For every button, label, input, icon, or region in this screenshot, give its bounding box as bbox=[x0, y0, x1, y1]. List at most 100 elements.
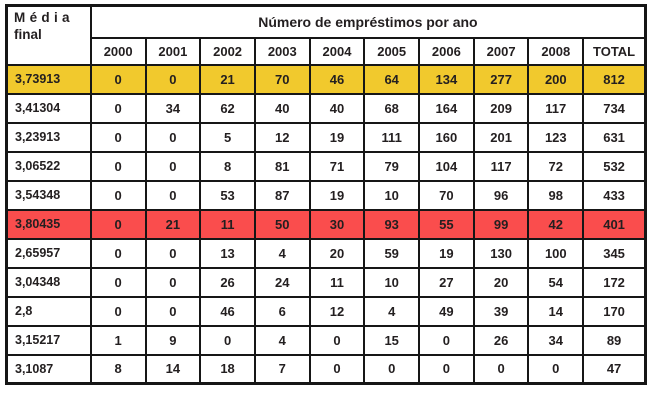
year-value-cell: 0 bbox=[89, 237, 147, 269]
year-value-cell: 12 bbox=[308, 295, 366, 327]
media-final-header-line2: final bbox=[14, 26, 42, 42]
year-value-cell: 30 bbox=[308, 208, 366, 240]
year-header-2001: 2001 bbox=[144, 36, 202, 66]
year-value-cell: 0 bbox=[144, 121, 202, 153]
year-value-cell: 15 bbox=[363, 324, 421, 356]
total-value-cell: 631 bbox=[582, 121, 647, 153]
year-value-cell: 68 bbox=[363, 92, 421, 124]
year-header-2004: 2004 bbox=[308, 36, 366, 66]
total-value-cell: 47 bbox=[582, 353, 647, 385]
year-value-cell: 40 bbox=[308, 92, 366, 124]
year-value-cell: 54 bbox=[527, 266, 585, 298]
media-final-cell: 3,04348 bbox=[5, 266, 92, 298]
total-header: TOTAL bbox=[582, 36, 647, 66]
year-value-cell: 34 bbox=[144, 92, 202, 124]
year-value-cell: 10 bbox=[363, 179, 421, 211]
year-value-cell: 0 bbox=[89, 208, 147, 240]
year-value-cell: 164 bbox=[418, 92, 475, 124]
year-value-cell: 1 bbox=[89, 324, 147, 356]
year-value-cell: 39 bbox=[472, 295, 530, 327]
year-value-cell: 13 bbox=[199, 237, 256, 269]
year-value-cell: 0 bbox=[89, 92, 147, 124]
year-value-cell: 98 bbox=[527, 179, 585, 211]
table-row: 3,1087 8 14 18 7 0 0 0 0 0 47 bbox=[5, 353, 647, 385]
year-header-2003: 2003 bbox=[253, 36, 311, 66]
year-value-cell: 24 bbox=[253, 266, 311, 298]
year-value-cell: 81 bbox=[253, 150, 311, 182]
year-value-cell: 8 bbox=[89, 353, 147, 385]
loans-per-year-header: Número de empréstimos por ano bbox=[89, 4, 647, 39]
total-value-cell: 812 bbox=[582, 63, 647, 95]
media-final-cell: 3,1087 bbox=[5, 353, 92, 385]
year-value-cell: 0 bbox=[144, 295, 202, 327]
year-value-cell: 20 bbox=[308, 237, 366, 269]
year-value-cell: 0 bbox=[418, 353, 475, 385]
year-value-cell: 0 bbox=[144, 150, 202, 182]
year-value-cell: 209 bbox=[472, 92, 530, 124]
year-value-cell: 0 bbox=[89, 150, 147, 182]
year-value-cell: 70 bbox=[253, 63, 311, 95]
year-value-cell: 20 bbox=[472, 266, 530, 298]
year-value-cell: 0 bbox=[144, 237, 202, 269]
year-value-cell: 130 bbox=[472, 237, 530, 269]
year-value-cell: 59 bbox=[363, 237, 421, 269]
year-value-cell: 117 bbox=[472, 150, 530, 182]
total-value-cell: 89 bbox=[582, 324, 647, 356]
total-value-cell: 532 bbox=[582, 150, 647, 182]
media-final-cell: 3,73913 bbox=[5, 63, 92, 95]
media-final-cell: 2,65957 bbox=[5, 237, 92, 269]
total-value-cell: 401 bbox=[582, 208, 647, 240]
year-value-cell: 123 bbox=[527, 121, 585, 153]
year-value-cell: 0 bbox=[144, 179, 202, 211]
year-value-cell: 117 bbox=[527, 92, 585, 124]
year-value-cell: 50 bbox=[253, 208, 311, 240]
year-value-cell: 12 bbox=[253, 121, 311, 153]
year-value-cell: 7 bbox=[253, 353, 311, 385]
year-value-cell: 19 bbox=[418, 237, 475, 269]
total-value-cell: 734 bbox=[582, 92, 647, 124]
media-final-cell: 3,41304 bbox=[5, 92, 92, 124]
year-value-cell: 53 bbox=[199, 179, 256, 211]
year-value-cell: 21 bbox=[199, 63, 256, 95]
year-value-cell: 0 bbox=[89, 266, 147, 298]
loans-table-container: Média final Número de empréstimos por an… bbox=[5, 4, 647, 385]
year-value-cell: 6 bbox=[253, 295, 311, 327]
year-value-cell: 277 bbox=[472, 63, 530, 95]
year-value-cell: 0 bbox=[199, 324, 256, 356]
year-value-cell: 11 bbox=[199, 208, 256, 240]
media-final-header: Média final bbox=[5, 4, 92, 66]
table-header: Média final Número de empréstimos por an… bbox=[5, 4, 647, 66]
year-value-cell: 19 bbox=[308, 179, 366, 211]
table-row: 3,23913 0 0 5 12 19 111 160 201 123 631 bbox=[5, 121, 647, 153]
year-value-cell: 111 bbox=[363, 121, 421, 153]
year-header-2000: 2000 bbox=[89, 36, 147, 66]
year-header-2007: 2007 bbox=[472, 36, 530, 66]
year-value-cell: 79 bbox=[363, 150, 421, 182]
table-row: 3,04348 0 0 26 24 11 10 27 20 54 172 bbox=[5, 266, 647, 298]
header-row-group: Média final Número de empréstimos por an… bbox=[5, 4, 647, 66]
year-value-cell: 40 bbox=[253, 92, 311, 124]
year-value-cell: 201 bbox=[472, 121, 530, 153]
year-value-cell: 64 bbox=[363, 63, 421, 95]
year-value-cell: 14 bbox=[144, 353, 202, 385]
year-value-cell: 70 bbox=[418, 179, 475, 211]
year-value-cell: 19 bbox=[308, 121, 366, 153]
year-value-cell: 134 bbox=[418, 63, 475, 95]
year-value-cell: 0 bbox=[363, 353, 421, 385]
year-value-cell: 96 bbox=[472, 179, 530, 211]
year-value-cell: 4 bbox=[363, 295, 421, 327]
media-final-cell: 2,8 bbox=[5, 295, 92, 327]
year-value-cell: 0 bbox=[308, 324, 366, 356]
total-value-cell: 433 bbox=[582, 179, 647, 211]
year-value-cell: 104 bbox=[418, 150, 475, 182]
year-value-cell: 27 bbox=[418, 266, 475, 298]
media-final-cell: 3,54348 bbox=[5, 179, 92, 211]
year-value-cell: 0 bbox=[144, 63, 202, 95]
year-value-cell: 100 bbox=[527, 237, 585, 269]
year-value-cell: 14 bbox=[527, 295, 585, 327]
year-value-cell: 160 bbox=[418, 121, 475, 153]
year-value-cell: 21 bbox=[144, 208, 202, 240]
year-value-cell: 8 bbox=[199, 150, 256, 182]
total-value-cell: 172 bbox=[582, 266, 647, 298]
total-value-cell: 345 bbox=[582, 237, 647, 269]
